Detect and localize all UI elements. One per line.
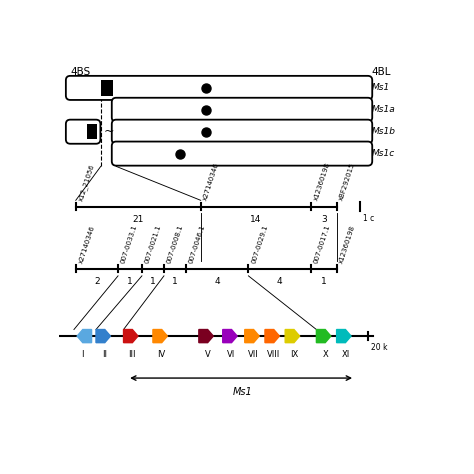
Text: 4BL: 4BL: [372, 67, 391, 77]
Text: 4BS: 4BS: [70, 67, 91, 77]
FancyBboxPatch shape: [66, 76, 372, 100]
Text: 007-0046.1: 007-0046.1: [188, 223, 206, 264]
Text: V: V: [205, 350, 210, 359]
Text: Ms1: Ms1: [372, 83, 391, 92]
Text: VI: VI: [228, 350, 236, 359]
Text: 007-0017.1: 007-0017.1: [313, 223, 331, 264]
Text: ~: ~: [104, 125, 114, 138]
Text: IX: IX: [290, 350, 298, 359]
Text: 1: 1: [127, 277, 133, 286]
FancyArrow shape: [199, 329, 213, 343]
Text: xBF292015: xBF292015: [338, 163, 356, 202]
FancyBboxPatch shape: [112, 142, 372, 165]
Text: 007-0033.1: 007-0033.1: [120, 223, 138, 264]
Text: III: III: [128, 350, 136, 359]
Text: 1: 1: [150, 277, 156, 286]
Text: Ms1a: Ms1a: [372, 105, 396, 114]
Text: 007-0029.1: 007-0029.1: [250, 223, 269, 264]
Text: 007-0008.1: 007-0008.1: [166, 223, 184, 264]
Text: 4: 4: [214, 277, 220, 286]
FancyArrow shape: [265, 329, 280, 343]
FancyArrow shape: [124, 329, 138, 343]
Text: x27140346: x27140346: [78, 224, 96, 264]
FancyArrow shape: [96, 329, 110, 343]
FancyBboxPatch shape: [112, 119, 372, 144]
Text: 21: 21: [133, 215, 144, 224]
Text: XI: XI: [341, 350, 349, 359]
Text: VII: VII: [248, 350, 259, 359]
Text: 20 k: 20 k: [371, 343, 387, 352]
Text: X: X: [322, 350, 328, 359]
Text: II: II: [102, 350, 107, 359]
FancyArrow shape: [285, 329, 300, 343]
Text: Ms1c: Ms1c: [372, 149, 395, 158]
Text: x12_21056: x12_21056: [78, 163, 96, 202]
Text: 14: 14: [250, 215, 262, 224]
Text: Ms1b: Ms1b: [372, 127, 396, 136]
FancyArrow shape: [245, 329, 259, 343]
Text: x27140346: x27140346: [202, 162, 220, 202]
Text: 3: 3: [321, 215, 327, 224]
Bar: [101, 80, 113, 96]
Text: 2: 2: [94, 277, 100, 286]
Text: VIII: VIII: [267, 350, 281, 359]
FancyArrow shape: [337, 329, 351, 343]
FancyArrow shape: [77, 329, 91, 343]
Text: 1 c: 1 c: [364, 214, 374, 223]
Text: I: I: [82, 350, 84, 359]
Bar: [87, 124, 97, 139]
Text: 007-0021.1: 007-0021.1: [144, 223, 162, 264]
Text: 1: 1: [172, 277, 178, 286]
FancyArrow shape: [153, 329, 167, 343]
Text: x12360198: x12360198: [338, 224, 356, 264]
FancyArrow shape: [223, 329, 237, 343]
Text: 1: 1: [321, 277, 327, 286]
FancyArrow shape: [316, 329, 331, 343]
Text: 4: 4: [277, 277, 283, 286]
FancyBboxPatch shape: [112, 98, 372, 122]
Text: Ms1: Ms1: [233, 387, 253, 397]
Text: IV: IV: [158, 350, 166, 359]
FancyBboxPatch shape: [66, 119, 100, 144]
Text: x12360198: x12360198: [313, 162, 331, 202]
